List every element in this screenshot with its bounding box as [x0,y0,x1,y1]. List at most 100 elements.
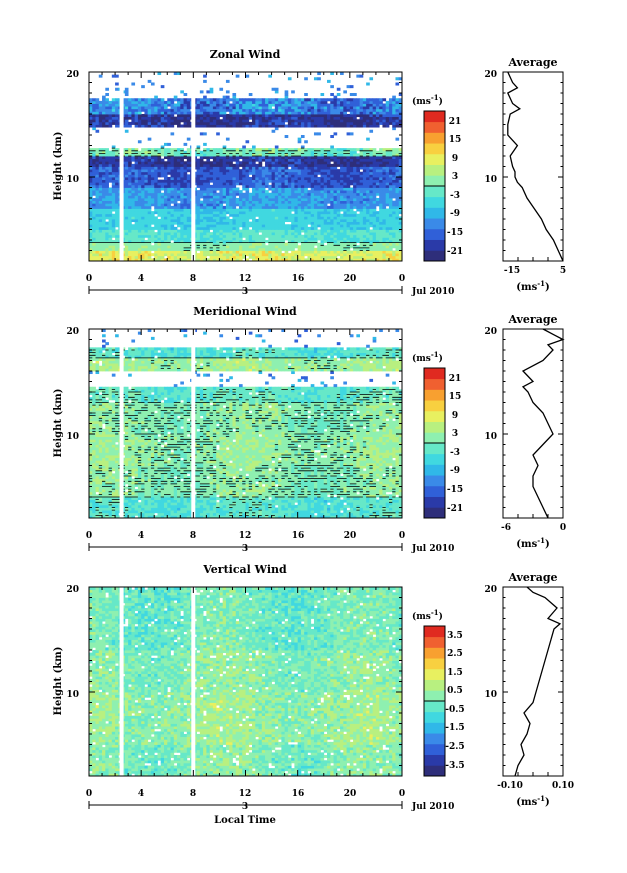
heatmap-cell [362,205,367,209]
heatmap-cell [131,258,136,261]
heatmap-cell [144,198,149,202]
heatmap-cell [287,158,292,162]
heatmap-cell [163,184,168,188]
heatmap-cell [375,103,380,107]
heatmap-cell [313,198,318,202]
heatmap-cell [366,156,370,160]
heatmap-cell [209,200,214,204]
heatmap-cell [242,161,246,165]
heatmap-cell [362,169,367,173]
heatmap-cell [278,205,282,209]
heatmap-cell [219,219,224,223]
heatmap-cell [323,226,328,230]
heatmap-cell [366,158,370,162]
heatmap-cell [392,203,396,207]
heatmap-cell [294,234,299,238]
heatmap-cell [134,119,139,123]
heatmap-cell [183,156,188,160]
heatmap-cell [173,169,178,173]
heatmap-cell [327,108,331,112]
heatmap-cell [141,242,145,246]
heatmap-cell [382,226,387,230]
heatmap-cell [219,213,224,217]
heatmap-cell [89,161,93,165]
heatmap-cell [154,179,158,183]
heatmap-cell [320,240,325,244]
heatmap-cell [353,240,357,244]
heatmap-cell [115,219,119,223]
heatmap-cell [265,163,269,167]
heatmap-cell [304,171,308,175]
heatmap-cell [108,258,113,261]
heatmap-cell [196,148,201,152]
heatmap-cell [359,255,364,259]
heatmap-cell [317,245,321,249]
heatmap-cell [294,103,299,107]
heatmap-cell [108,163,113,167]
heatmap-cell [333,124,338,128]
heatmap-cell [349,195,354,199]
heatmap-cell [219,103,224,107]
heatmap-cell [398,114,402,118]
heatmap-cell [375,229,380,233]
heatmap-cell [157,253,162,257]
heatmap-cell [209,150,214,154]
heatmap-cell [359,226,364,230]
heatmap-cell [167,234,171,238]
heatmap-cell [343,232,347,236]
heatmap-cell [229,171,233,175]
heatmap-cell [353,119,357,123]
heatmap-cell [199,111,204,115]
heatmap-cell [349,100,354,104]
heatmap-cell [278,121,282,125]
heatmap-cell [248,237,253,241]
heatmap-cell [388,192,393,196]
heatmap-cell [238,192,243,196]
heatmap-cell [307,258,312,261]
heatmap-cell [89,148,93,152]
heatmap-cell [157,203,162,207]
heatmap-cell [235,116,240,120]
heatmap-cell [147,255,152,259]
heatmap-cell [134,195,139,199]
heatmap-cell [281,169,286,173]
heatmap-cell [382,258,387,261]
heatmap-cell [323,255,328,259]
heatmap-cell [229,198,233,202]
heatmap-cell [180,224,184,228]
heatmap-cell [150,103,155,107]
heatmap-cell [294,148,299,152]
heatmap-cell [287,198,292,202]
heatmap-cell [372,103,377,107]
heatmap-cell [258,106,263,110]
heatmap-cell [108,153,113,157]
heatmap-cell [372,242,377,246]
heatmap-cell [307,169,312,173]
heatmap-cell [160,169,165,173]
heatmap-cell [89,190,93,194]
heatmap-cell [304,224,308,228]
heatmap-cell [186,187,191,191]
heatmap-cell [173,195,178,199]
heatmap-cell [255,195,259,199]
heatmap-cell [219,253,224,257]
heatmap-cell [108,229,113,233]
heatmap-cell [395,250,400,254]
heatmap-cell [245,184,250,188]
heatmap-cell [372,219,377,223]
heatmap-cell [353,224,357,228]
heatmap-cell [398,182,402,186]
heatmap-cell [398,226,402,230]
heatmap-cell [163,103,168,107]
heatmap-cell [278,111,282,115]
heatmap-cell [372,177,377,181]
heatmap-cell [180,250,184,254]
heatmap-cell [199,203,204,207]
heatmap-cell [154,232,158,236]
heatmap-cell [134,124,139,128]
heatmap-cell [356,184,361,188]
heatmap-cell [248,195,253,199]
heatmap-cell [313,182,318,186]
heatmap-cell [346,184,351,188]
heatmap-cell [356,240,361,244]
